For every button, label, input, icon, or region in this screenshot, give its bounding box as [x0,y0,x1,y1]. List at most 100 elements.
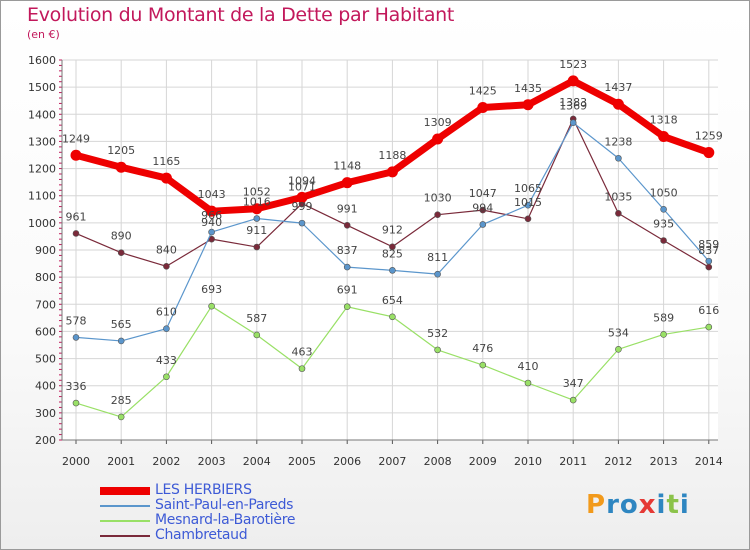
data-point [524,215,532,223]
data-label: 940 [201,216,222,229]
legend-item: Chambretaud [100,527,420,544]
data-point [343,263,351,271]
y-tick-label: 1200 [28,163,56,176]
data-label: 1043 [198,188,226,201]
line-chart: 200 300 400 500 600 700 800 900 1000 1100 1200 1300… [28,54,723,468]
data-label: 654 [382,294,403,307]
data-point [115,161,127,173]
data-point [208,302,215,310]
data-label: 1165 [152,155,180,168]
data-point [72,230,80,237]
data-label: 890 [111,230,132,243]
data-label: 1383 [559,96,587,109]
y-tick-label: 1400 [28,108,56,121]
x-tick-label: 2000 [62,455,90,468]
data-point [296,191,308,203]
data-label: 994 [472,201,493,214]
chart-unit: (en €) [27,28,60,41]
data-point [72,399,80,407]
data-label: 1523 [559,58,587,71]
data-point [434,211,441,219]
data-point [479,361,487,369]
data-point [479,206,487,214]
x-tick-label: 2013 [650,455,678,468]
data-label: 1094 [288,174,316,187]
data-label: 1238 [604,135,632,148]
data-label: 840 [156,243,177,256]
data-label: 837 [337,244,358,257]
data-label: 347 [563,377,584,390]
data-point [569,396,577,404]
data-point [705,323,713,331]
y-tick-label: 1600 [28,54,56,67]
data-point [253,243,261,251]
data-point [117,337,125,345]
data-point [163,325,170,333]
data-label: 616 [698,304,719,317]
y-tick-label: 1300 [28,135,56,148]
x-tick-label: 2003 [198,455,226,468]
data-label: 912 [382,224,403,237]
data-point [386,166,398,178]
x-tick-label: 2008 [424,455,452,468]
logo-letter: i [656,490,667,520]
data-label: 1030 [424,192,452,205]
data-label: 1015 [514,196,542,209]
data-label: 1309 [424,116,452,129]
data-label: 589 [653,311,674,324]
data-point [705,257,713,265]
data-point [705,263,713,271]
data-point [341,177,353,189]
data-label: 1205 [107,144,135,157]
x-tick-label: 2001 [107,455,135,468]
y-tick-label: 300 [35,407,56,420]
data-label: 691 [337,284,358,297]
data-point [432,133,444,145]
data-point [522,99,534,111]
data-label: 935 [653,218,674,231]
data-label: 1050 [650,186,678,199]
data-point [70,149,82,161]
data-point [477,102,489,113]
data-label: 991 [337,202,358,215]
proxiti-logo: Proxiti [586,490,690,520]
y-tick-label: 1500 [28,81,56,94]
data-label: 966 [201,209,222,222]
data-point [389,267,396,274]
data-label: 859 [698,238,719,251]
legend-swatch [100,505,150,507]
logo-letter: x [638,490,657,520]
data-label: 1047 [469,187,497,200]
data-point [389,313,396,321]
data-label: 999 [292,200,313,213]
logo-letter: P [586,490,607,520]
data-point [615,210,622,217]
y-tick-label: 700 [35,298,56,311]
logo-letter: o [619,490,639,520]
data-label: 336 [66,380,87,393]
data-point [298,219,306,227]
data-label: 1071 [288,181,316,194]
data-point [567,75,579,87]
data-point [298,365,306,372]
y-tick-label: 900 [35,244,56,257]
data-point [160,172,172,184]
legend: LES HERBIERS Saint-Paul-en-Pareds Mesnar… [100,482,420,544]
data-label: 463 [292,346,313,359]
data-label: 837 [698,244,719,257]
data-label: 961 [66,210,87,223]
legend-item: Mesnard-la-Barotière [100,512,420,529]
data-point [615,346,622,353]
legend-label: LES HERBIERS [155,482,252,498]
data-point [253,215,261,222]
data-label: 1425 [469,85,497,98]
legend-swatch [100,487,150,495]
data-point [163,262,170,270]
data-label: 1259 [695,130,723,143]
y-tick-label: 500 [35,353,56,366]
data-point [479,221,487,228]
data-point [569,119,577,126]
data-point [434,270,441,278]
data-label: 1016 [243,196,271,209]
data-point [660,237,667,244]
